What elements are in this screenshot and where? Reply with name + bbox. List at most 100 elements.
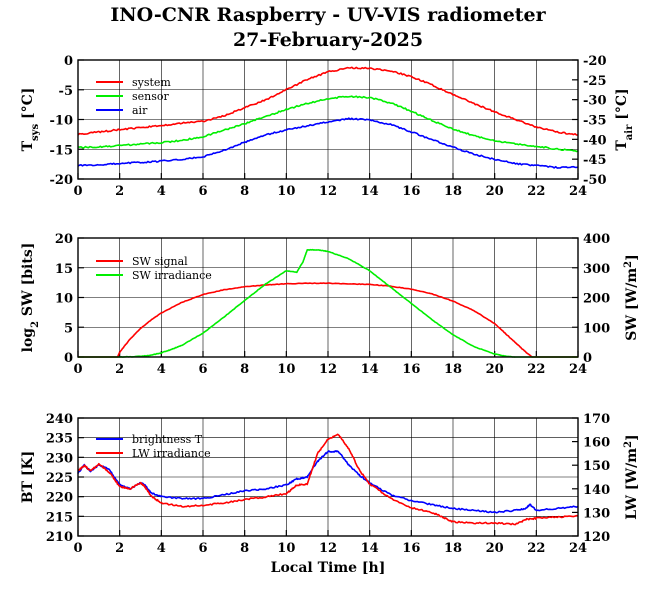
y2-tick-label: 170 (583, 412, 610, 427)
y-tick-label: 240 (46, 412, 73, 427)
y-tick-label: 235 (46, 432, 73, 447)
legend-label: system (132, 76, 171, 89)
y2-tick-label: -35 (583, 114, 607, 129)
x-tick-label: 12 (319, 184, 337, 199)
x-tick-label: 10 (277, 541, 295, 556)
x-tick-label: 18 (444, 541, 462, 556)
y-tick-label: -20 (50, 173, 74, 188)
legend-label: sensor (132, 90, 170, 103)
y2-tick-label: 300 (583, 262, 610, 277)
y-tick-label: -10 (50, 114, 74, 129)
y2-tick-label: -25 (583, 74, 607, 89)
x-tick-label: 10 (277, 362, 295, 377)
x-tick-label: 6 (198, 362, 207, 377)
y2-axis-label: SW [W/m2] (623, 254, 641, 341)
x-tick-label: 12 (319, 541, 337, 556)
x-axis-label: Local Time [h] (271, 560, 386, 576)
x-tick-label: 22 (527, 541, 545, 556)
y-tick-label: 5 (64, 321, 73, 336)
y-tick-label: 210 (46, 530, 73, 545)
x-tick-label: 2 (115, 362, 124, 377)
y-axis-label: Tsys [°C] (20, 88, 41, 152)
y2-tick-label: 200 (583, 292, 610, 307)
y2-tick-label: 0 (583, 351, 592, 366)
y-tick-label: 0 (64, 54, 73, 69)
y2-tick-label: 130 (583, 506, 610, 521)
y2-tick-label: -30 (583, 94, 607, 109)
x-tick-label: 24 (569, 362, 587, 377)
x-tick-label: 16 (402, 184, 420, 199)
y2-tick-label: 120 (583, 530, 610, 545)
chart-subtitle: 27-February-2025 (233, 29, 423, 51)
y2-tick-label: -20 (583, 54, 607, 69)
x-tick-label: 0 (73, 184, 82, 199)
x-tick-label: 12 (319, 362, 337, 377)
x-tick-label: 4 (157, 184, 166, 199)
x-tick-label: 14 (361, 541, 379, 556)
x-tick-label: 0 (73, 362, 82, 377)
y-axis-label: log2 SW [bits] (20, 243, 41, 353)
x-tick-label: 16 (402, 362, 420, 377)
x-tick-label: 20 (486, 184, 504, 199)
x-tick-label: 20 (486, 541, 504, 556)
x-tick-label: 2 (115, 184, 124, 199)
x-tick-label: 8 (240, 184, 249, 199)
chart-title: INO-CNR Raspberry - UV-VIS radiometer (110, 4, 546, 26)
y2-tick-label: -45 (583, 153, 607, 168)
x-tick-label: 18 (444, 184, 462, 199)
x-tick-label: 0 (73, 541, 82, 556)
y2-axis-label: Tair [°C] (614, 88, 635, 150)
x-tick-label: 8 (240, 362, 249, 377)
x-tick-label: 4 (157, 362, 166, 377)
x-tick-label: 22 (527, 362, 545, 377)
series-line-air (77, 117, 579, 169)
y-tick-label: 0 (64, 351, 73, 366)
y-tick-label: 225 (46, 471, 73, 486)
y2-tick-label: -40 (583, 133, 607, 148)
x-tick-label: 24 (569, 541, 587, 556)
x-tick-label: 2 (115, 541, 124, 556)
legend-label: SW signal (132, 255, 188, 268)
plot-frame (77, 59, 579, 180)
x-tick-label: 18 (444, 362, 462, 377)
y2-axis-label: LW [W/m2] (623, 434, 641, 519)
y2-tick-label: -50 (583, 173, 607, 188)
x-tick-label: 4 (157, 541, 166, 556)
series-line-sw-signal (78, 282, 578, 358)
x-tick-label: 6 (198, 541, 207, 556)
x-tick-label: 10 (277, 184, 295, 199)
legend-label: LW irradiance (132, 447, 211, 460)
x-tick-label: 8 (240, 541, 249, 556)
x-tick-label: 22 (527, 184, 545, 199)
x-tick-label: 14 (361, 184, 379, 199)
plot-frame (77, 417, 579, 537)
panel-temperature: 0-5-10-15-200 2 4 6 8 10 12 14 16 18 20 22 24-20-25-… (20, 54, 635, 199)
legend-label: brightness T (132, 433, 203, 446)
y-axis-label: BT [K] (20, 451, 36, 504)
series-line-sw-irradiance (78, 248, 578, 358)
y-tick-label: 15 (55, 262, 73, 277)
y-tick-label: 20 (55, 232, 73, 247)
x-tick-label: 20 (486, 362, 504, 377)
y-tick-label: 230 (46, 451, 73, 466)
series-line-lw-irradiance (77, 433, 579, 526)
series-line-sensor (77, 95, 579, 153)
y2-tick-label: 150 (583, 459, 610, 474)
x-tick-label: 16 (402, 541, 420, 556)
x-tick-label: 14 (361, 362, 379, 377)
y-tick-label: 215 (46, 510, 73, 525)
y-tick-label: 220 (46, 491, 73, 506)
legend-label: air (132, 104, 148, 117)
y2-tick-label: 160 (583, 436, 610, 451)
y2-tick-label: 140 (583, 483, 610, 498)
x-tick-label: 6 (198, 184, 207, 199)
x-tick-label: 24 (569, 184, 587, 199)
y2-tick-label: 400 (583, 232, 610, 247)
legend-label: SW irradiance (132, 269, 212, 282)
y-tick-label: -15 (50, 143, 74, 158)
plot-frame (77, 237, 579, 358)
series-line-system (77, 66, 578, 136)
